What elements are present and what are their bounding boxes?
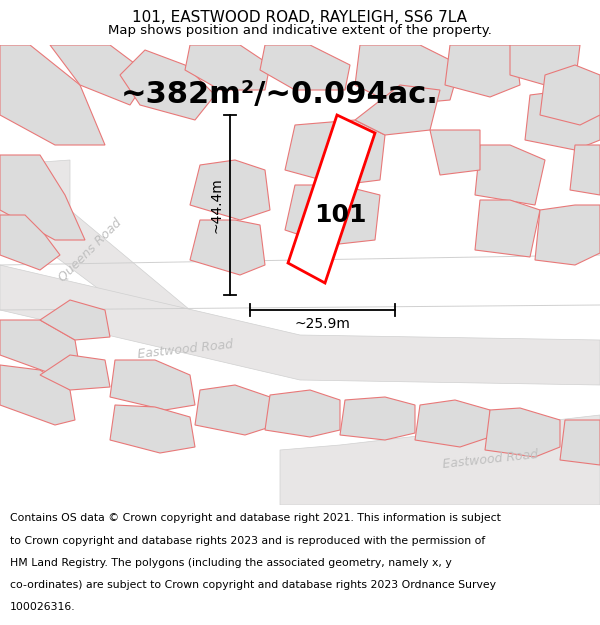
Polygon shape (50, 45, 150, 105)
Text: Map shows position and indicative extent of the property.: Map shows position and indicative extent… (108, 24, 492, 37)
Text: 101: 101 (314, 203, 366, 227)
Polygon shape (110, 405, 195, 453)
Polygon shape (355, 45, 460, 105)
Polygon shape (0, 365, 75, 425)
Text: HM Land Registry. The polygons (including the associated geometry, namely x, y: HM Land Registry. The polygons (includin… (10, 558, 451, 568)
Polygon shape (285, 120, 385, 185)
Polygon shape (525, 90, 600, 150)
Polygon shape (445, 45, 520, 97)
Polygon shape (340, 397, 415, 440)
Polygon shape (40, 355, 110, 390)
Polygon shape (0, 160, 220, 335)
Polygon shape (110, 360, 195, 410)
Polygon shape (510, 45, 580, 85)
Polygon shape (0, 45, 105, 145)
Polygon shape (195, 385, 270, 435)
Polygon shape (540, 65, 600, 125)
Text: 101, EASTWOOD ROAD, RAYLEIGH, SS6 7LA: 101, EASTWOOD ROAD, RAYLEIGH, SS6 7LA (133, 10, 467, 25)
Polygon shape (355, 85, 440, 135)
Polygon shape (570, 145, 600, 195)
Polygon shape (415, 400, 490, 447)
Polygon shape (535, 205, 600, 265)
Polygon shape (0, 215, 60, 270)
Polygon shape (475, 200, 540, 257)
Polygon shape (190, 160, 270, 220)
Polygon shape (120, 50, 215, 120)
Polygon shape (185, 45, 270, 90)
Text: ~382m²/~0.094ac.: ~382m²/~0.094ac. (121, 81, 439, 109)
Text: Eastwood Road: Eastwood Road (442, 449, 538, 471)
Text: to Crown copyright and database rights 2023 and is reproduced with the permissio: to Crown copyright and database rights 2… (10, 536, 485, 546)
Polygon shape (485, 408, 560, 457)
Polygon shape (0, 265, 600, 385)
Text: Eastwood Road: Eastwood Road (137, 339, 233, 361)
Polygon shape (430, 130, 480, 175)
Polygon shape (0, 320, 80, 375)
Text: Queens Road: Queens Road (56, 216, 124, 284)
Polygon shape (260, 45, 350, 90)
Text: Contains OS data © Crown copyright and database right 2021. This information is : Contains OS data © Crown copyright and d… (10, 513, 500, 523)
Text: 100026316.: 100026316. (10, 602, 75, 612)
Polygon shape (40, 300, 110, 340)
Polygon shape (285, 185, 380, 245)
Polygon shape (280, 415, 600, 505)
Text: ~25.9m: ~25.9m (295, 317, 350, 331)
Polygon shape (475, 145, 545, 205)
Polygon shape (560, 420, 600, 465)
Text: co-ordinates) are subject to Crown copyright and database rights 2023 Ordnance S: co-ordinates) are subject to Crown copyr… (10, 580, 496, 590)
Polygon shape (265, 390, 340, 437)
Text: ~44.4m: ~44.4m (209, 177, 223, 233)
Polygon shape (288, 115, 375, 283)
Polygon shape (190, 220, 265, 275)
Polygon shape (0, 155, 85, 240)
